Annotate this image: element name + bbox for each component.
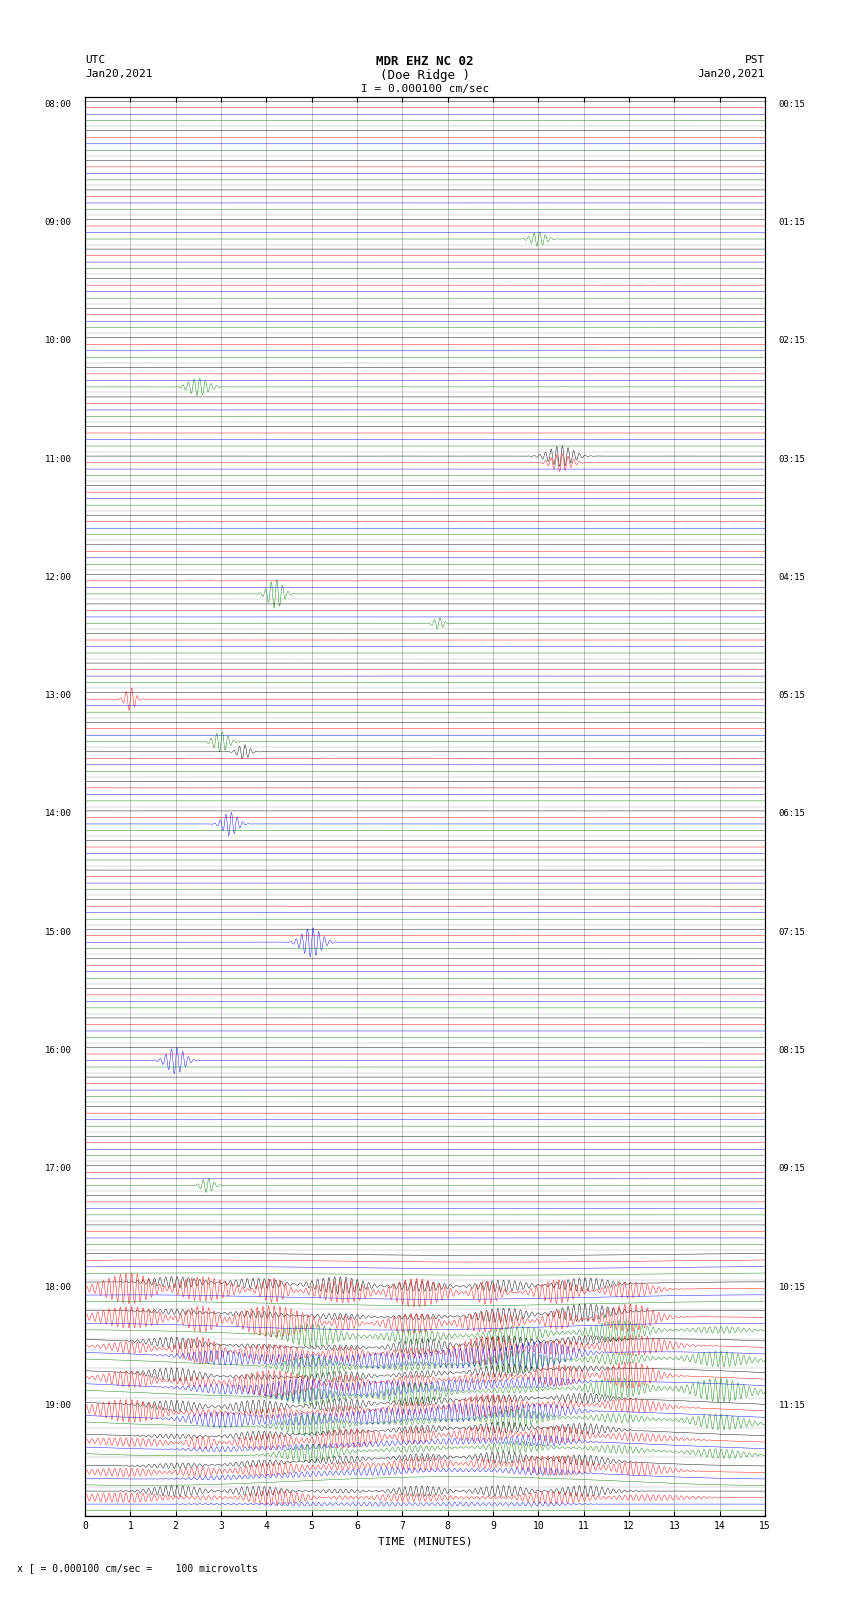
Text: MDR EHZ NC 02: MDR EHZ NC 02: [377, 55, 473, 68]
Text: 16:00: 16:00: [44, 1045, 71, 1055]
Text: 13:00: 13:00: [44, 692, 71, 700]
Text: I = 0.000100 cm/sec: I = 0.000100 cm/sec: [361, 84, 489, 94]
Text: 06:15: 06:15: [779, 810, 806, 818]
Text: UTC: UTC: [85, 55, 105, 65]
Text: 18:00: 18:00: [44, 1282, 71, 1292]
Text: PST: PST: [745, 55, 765, 65]
Text: 08:00: 08:00: [44, 100, 71, 108]
Text: 11:15: 11:15: [779, 1400, 806, 1410]
Text: 01:15: 01:15: [779, 218, 806, 227]
Text: 09:15: 09:15: [779, 1165, 806, 1173]
X-axis label: TIME (MINUTES): TIME (MINUTES): [377, 1537, 473, 1547]
Text: 12:00: 12:00: [44, 573, 71, 582]
Text: 08:15: 08:15: [779, 1045, 806, 1055]
Text: 02:15: 02:15: [779, 337, 806, 345]
Text: (Doe Ridge ): (Doe Ridge ): [380, 69, 470, 82]
Text: x [ = 0.000100 cm/sec =    100 microvolts: x [ = 0.000100 cm/sec = 100 microvolts: [17, 1563, 258, 1573]
Text: 14:00: 14:00: [44, 810, 71, 818]
Text: 03:15: 03:15: [779, 455, 806, 463]
Text: 17:00: 17:00: [44, 1165, 71, 1173]
Text: Jan20,2021: Jan20,2021: [698, 69, 765, 79]
Text: 10:00: 10:00: [44, 337, 71, 345]
Text: 07:15: 07:15: [779, 927, 806, 937]
Text: 04:15: 04:15: [779, 573, 806, 582]
Text: 00:15: 00:15: [779, 100, 806, 108]
Text: 19:00: 19:00: [44, 1400, 71, 1410]
Text: 09:00: 09:00: [44, 218, 71, 227]
Text: 15:00: 15:00: [44, 927, 71, 937]
Text: Jan20,2021: Jan20,2021: [85, 69, 152, 79]
Text: 11:00: 11:00: [44, 455, 71, 463]
Text: 10:15: 10:15: [779, 1282, 806, 1292]
Text: 05:15: 05:15: [779, 692, 806, 700]
